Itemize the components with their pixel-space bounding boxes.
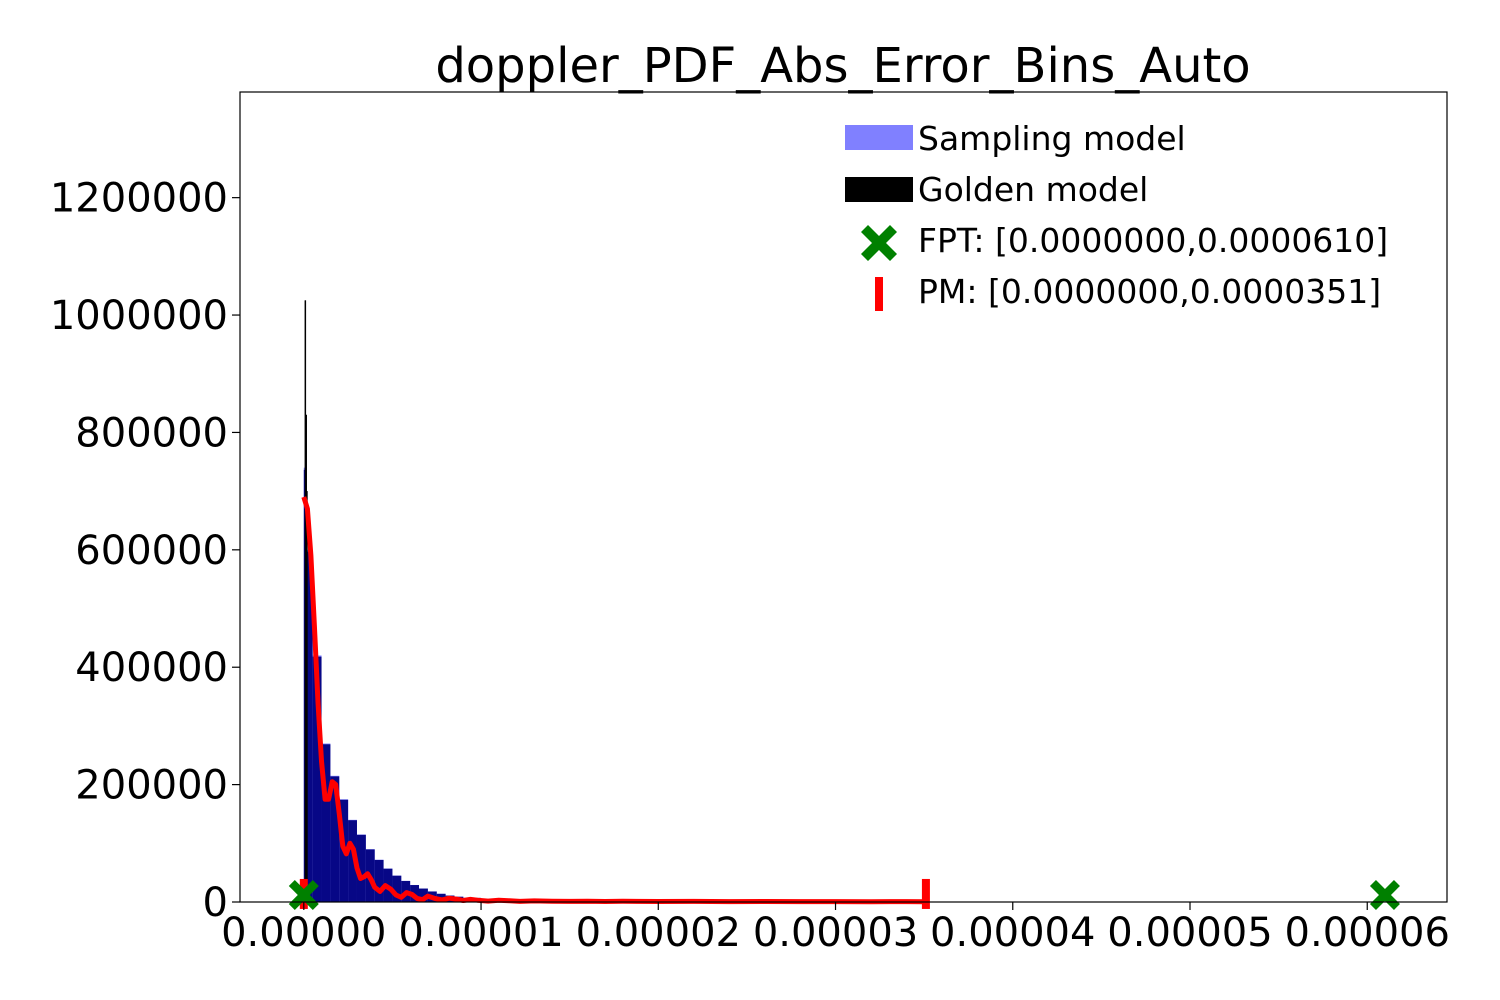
plot-area — [288, 300, 1400, 910]
plot-frame — [239, 91, 1448, 903]
legend-label-sampling-model: Sampling model — [918, 119, 1186, 158]
legend-label-pm: PM: [0.0000000,0.0000351] — [918, 272, 1381, 311]
fpt-marker — [1369, 879, 1400, 910]
y-tick-label: 400000 — [75, 645, 228, 691]
overlap-bar — [356, 834, 366, 902]
pdf-line — [301, 496, 926, 905]
overlap-bar — [374, 859, 384, 902]
legend-marker-fpt — [861, 225, 897, 261]
x-tick-label: 0.00006 — [1285, 910, 1450, 956]
y-tick-label: 1200000 — [50, 176, 228, 222]
y-tick-label: 1000000 — [50, 293, 228, 339]
y-tick-label: 600000 — [75, 528, 228, 574]
x-tick-label: 0.00001 — [398, 910, 563, 956]
golden-spike — [305, 414, 307, 902]
x-tick-label: 0.00002 — [576, 910, 741, 956]
x-tick-label: 0.00003 — [753, 910, 918, 956]
y-tick-label: 200000 — [75, 763, 228, 809]
overlap-bar — [348, 820, 357, 902]
y-axis: 0 200000 400000 600000 800000 1000000 1200000 — [50, 176, 240, 926]
golden-spike — [304, 300, 307, 902]
legend-swatch-golden-model — [845, 177, 913, 202]
overlap-bar — [312, 656, 322, 902]
overlap-bar — [330, 776, 340, 902]
x-axis: 0.00000 0.00001 0.00002 0.00003 0.00004 0.000… — [221, 902, 1450, 956]
legend-label-golden-model: Golden model — [918, 170, 1148, 209]
pm-marker — [921, 878, 930, 909]
overlap-bar — [305, 551, 313, 902]
overlap-bar — [419, 888, 428, 902]
y-tick-label: 0 — [203, 880, 228, 926]
x-tick-label: 0.00004 — [930, 910, 1095, 956]
x-tick-label: 0.00005 — [1107, 910, 1272, 956]
x-tick-label: 0.00000 — [221, 910, 386, 956]
legend-swatch-sampling-model — [845, 125, 913, 150]
legend: Sampling model Golden model FPT: [0.0000… — [845, 119, 1388, 311]
legend-marker-pm — [875, 277, 883, 311]
overlap-bar — [392, 875, 402, 902]
overlap-bar — [321, 744, 331, 902]
golden-spike — [306, 491, 308, 902]
y-tick-label: 800000 — [75, 410, 228, 456]
legend-label-fpt: FPT: [0.0000000,0.0000610] — [918, 221, 1388, 260]
chart-title: doppler_PDF_Abs_Error_Bins_Auto — [435, 38, 1250, 94]
